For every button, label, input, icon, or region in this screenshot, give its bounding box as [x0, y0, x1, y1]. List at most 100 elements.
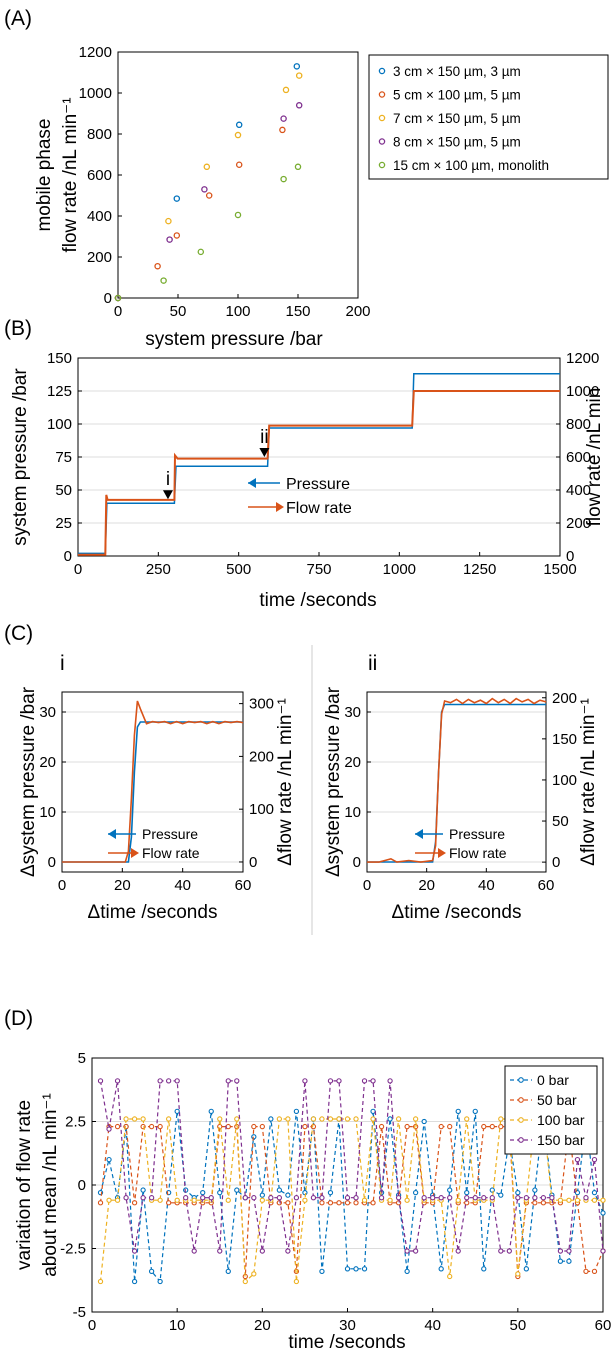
data-point	[157, 1078, 163, 1084]
data-point	[532, 1187, 538, 1193]
data-point	[140, 1187, 146, 1193]
data-point	[421, 1118, 427, 1125]
x-tick-label: 10	[169, 1317, 186, 1334]
data-point	[455, 1248, 461, 1254]
y-right-tick-label: 150	[552, 731, 577, 748]
y-right-tick-label: 0	[566, 548, 574, 565]
y-tick-label: 0	[104, 290, 112, 307]
data-point	[191, 1197, 197, 1203]
data-point	[455, 1197, 461, 1203]
data-point	[370, 1078, 376, 1084]
data-point	[472, 1195, 478, 1201]
y-tick-label: 50	[55, 482, 72, 499]
data-point	[235, 161, 243, 168]
y-axis-label-right: flow rate /nL min	[584, 388, 605, 527]
legend-label: Flow rate	[449, 845, 507, 861]
data-point	[165, 217, 172, 225]
data-point	[557, 1248, 564, 1254]
data-point	[447, 1187, 453, 1193]
data-point	[498, 1116, 504, 1122]
data-point	[174, 1078, 180, 1084]
x-axis-label: Δtime /seconds	[392, 902, 522, 923]
data-point	[276, 1116, 283, 1122]
panel-label-c-i: i	[60, 652, 65, 675]
data-point	[319, 1116, 325, 1122]
panel-label-d: (D)	[4, 1007, 33, 1030]
data-point	[566, 1258, 572, 1264]
y-axis-label: about mean /nL min⁻¹	[40, 1093, 61, 1277]
data-point	[234, 1116, 240, 1122]
data-point	[285, 1116, 291, 1122]
data-point	[148, 1195, 155, 1201]
x-tick-label: 750	[306, 561, 331, 578]
y-right-tick-label: 100	[249, 801, 274, 818]
legend-label: 5 cm × 100 µm, 5 µm	[393, 88, 521, 103]
data-point	[489, 1123, 495, 1130]
y-tick-label: 150	[47, 350, 72, 367]
y-right-tick-label: 300	[249, 696, 274, 713]
data-point	[200, 1195, 206, 1201]
data-point	[532, 1200, 538, 1206]
data-point	[464, 1189, 470, 1196]
data-point	[97, 1278, 104, 1285]
legend-marker	[518, 1137, 524, 1143]
data-point	[131, 1200, 138, 1206]
data-point	[251, 1123, 257, 1130]
legend-label: 150 bar	[537, 1132, 585, 1148]
plot-frame	[61, 691, 244, 873]
annotation-label: i	[166, 469, 170, 490]
data-point	[251, 1134, 257, 1140]
y-tick-label: 30	[39, 704, 56, 721]
x-tick-label: 40	[424, 1317, 441, 1334]
data-point	[395, 1195, 402, 1201]
plot-frame	[366, 691, 547, 873]
data-point	[361, 1197, 368, 1203]
data-point	[344, 1200, 351, 1206]
y-tick-label: 1000	[79, 85, 112, 102]
y-axis-label-right: Δflow rate /nL min⁻¹	[275, 698, 296, 866]
data-point	[353, 1116, 359, 1122]
data-point	[234, 1187, 240, 1193]
data-point	[157, 1123, 163, 1130]
data-point	[532, 1195, 538, 1201]
legend-box	[368, 54, 609, 180]
y-right-tick-label: 50	[552, 813, 569, 830]
data-point	[370, 1200, 376, 1206]
data-point	[140, 1116, 146, 1122]
x-tick-label: 1500	[543, 561, 576, 578]
data-point	[183, 1195, 189, 1201]
y-right-tick-label: 200	[249, 748, 274, 765]
data-point	[600, 1197, 606, 1203]
data-point	[583, 1195, 589, 1201]
y-axis-label: mobile phase	[34, 118, 55, 231]
data-point	[217, 1248, 223, 1254]
data-point	[498, 1123, 504, 1130]
data-point	[515, 1195, 521, 1201]
data-point	[464, 1195, 470, 1201]
data-point	[438, 1266, 444, 1272]
legend-marker	[518, 1097, 524, 1103]
legend-marker	[518, 1077, 524, 1083]
y-right-tick-label: 0	[552, 854, 560, 871]
x-tick-label: 20	[114, 877, 131, 894]
x-tick-label: 0	[58, 877, 66, 894]
x-axis-label: system pressure /bar	[145, 329, 323, 350]
y-tick-label: 800	[87, 126, 112, 143]
data-point	[464, 1116, 470, 1122]
y-right-tick-label: 0	[249, 854, 257, 871]
x-tick-label: 0	[363, 877, 371, 894]
data-point	[310, 1116, 317, 1122]
data-point	[293, 63, 301, 70]
data-point	[506, 1248, 512, 1254]
data-point	[515, 1271, 521, 1277]
data-point	[600, 1248, 606, 1254]
data-point	[165, 1200, 172, 1206]
x-tick-label: 40	[174, 877, 191, 894]
data-point	[208, 1195, 214, 1201]
data-point	[251, 1271, 257, 1277]
data-point	[282, 86, 290, 94]
data-point	[106, 1197, 112, 1203]
data-point	[557, 1258, 564, 1264]
y-right-tick-label: 800	[566, 416, 591, 433]
legend-arrow	[108, 829, 116, 839]
